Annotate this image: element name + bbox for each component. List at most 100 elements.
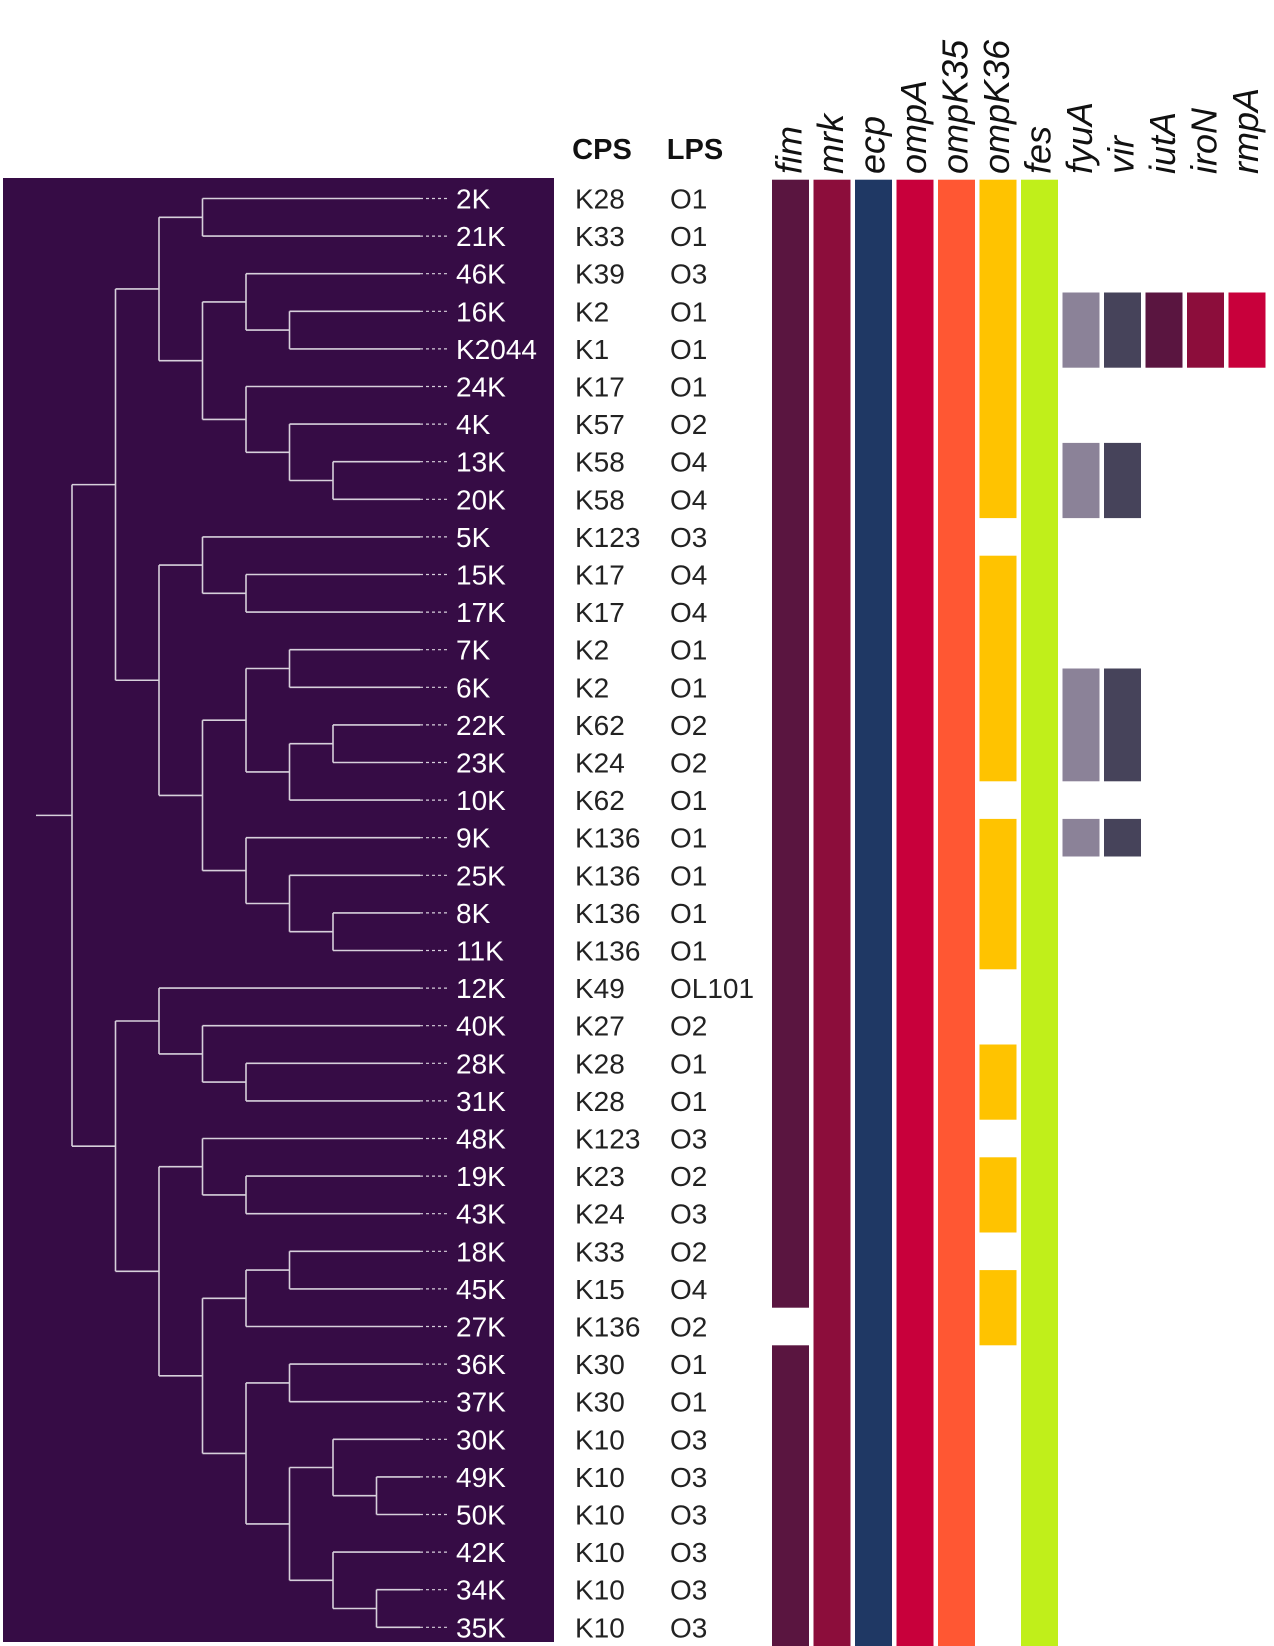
cps-value: K17 — [575, 372, 625, 403]
isolate-label: 30K — [456, 1424, 506, 1455]
isolate-label: 34K — [456, 1575, 506, 1606]
gene-header: rmpA — [1225, 88, 1266, 174]
cps-value: K136 — [575, 1312, 640, 1343]
lps-value: O1 — [670, 1349, 707, 1380]
gene-presence-cell — [979, 1270, 1017, 1346]
cps-header: CPS — [572, 134, 632, 166]
isolate-label: 50K — [456, 1500, 506, 1531]
gene-presence-heatmap — [772, 179, 1266, 1646]
isolate-label: 36K — [456, 1349, 506, 1380]
lps-value: O1 — [670, 1086, 707, 1117]
isolate-label: 13K — [456, 447, 506, 478]
isolate-label: 19K — [456, 1161, 506, 1192]
gene-presence-cell — [1104, 818, 1141, 857]
lps-value: O2 — [670, 710, 707, 741]
isolate-label: 8K — [456, 898, 491, 929]
lps-value: O1 — [670, 184, 707, 215]
cps-value: K27 — [575, 1011, 625, 1042]
gene-presence-cell — [979, 1157, 1017, 1233]
gene-header: vir — [1101, 134, 1142, 174]
lps-value: O4 — [670, 597, 707, 628]
cps-value: K33 — [575, 1236, 625, 1267]
cps-value: K1 — [575, 334, 609, 365]
isolate-label: 49K — [456, 1462, 506, 1493]
isolate-label: 35K — [456, 1612, 506, 1643]
isolate-label: 40K — [456, 1011, 506, 1042]
isolate-label: 12K — [456, 973, 506, 1004]
lps-value: O3 — [670, 1575, 707, 1606]
isolate-label: 42K — [456, 1537, 506, 1568]
lps-value: OL101 — [670, 973, 754, 1004]
isolate-label: 18K — [456, 1236, 506, 1267]
isolate-label: 9K — [456, 823, 491, 854]
gene-header: ompK35 — [935, 39, 976, 174]
cps-column: K28 K33 K39 K2 K1 K17 K57 K58 K58 K123 K17 K17 K2 K2 K… — [575, 184, 640, 1644]
gene-presence-cell — [979, 179, 1017, 519]
lps-value: O4 — [670, 1274, 707, 1305]
cps-value: K58 — [575, 484, 625, 515]
lps-value: O1 — [670, 898, 707, 929]
cps-value: K15 — [575, 1274, 625, 1305]
lps-value: O3 — [670, 1199, 707, 1230]
lps-value: O1 — [670, 1048, 707, 1079]
lps-value: O2 — [670, 1161, 707, 1192]
isolate-label: 6K — [456, 672, 491, 703]
cps-value: K2 — [575, 635, 609, 666]
cps-value: K57 — [575, 409, 625, 440]
gene-header: fyuA — [1059, 102, 1100, 174]
isolate-label: 20K — [456, 484, 506, 515]
cps-value: K17 — [575, 560, 625, 591]
gene-presence-cell — [1062, 442, 1100, 519]
isolate-label: 16K — [456, 296, 506, 327]
lps-value: O3 — [670, 1124, 707, 1155]
cps-value: K136 — [575, 860, 640, 891]
lps-value: O1 — [670, 372, 707, 403]
isolate-label: 46K — [456, 259, 506, 290]
isolate-label: 23K — [456, 748, 506, 779]
gene-presence-cell — [813, 179, 851, 1646]
gene-headers: fim mrk ecp ompA ompK35 ompK36 fes fyuA vir iutA i… — [769, 39, 1267, 174]
lps-value: O2 — [670, 1236, 707, 1267]
lps-value: O2 — [670, 1011, 707, 1042]
isolate-label: 17K — [456, 597, 506, 628]
cps-value: K10 — [575, 1612, 625, 1643]
lps-value: O2 — [670, 748, 707, 779]
cps-value: K10 — [575, 1424, 625, 1455]
lps-value: O4 — [670, 447, 707, 478]
lps-value: O1 — [670, 672, 707, 703]
gene-presence-cell — [896, 179, 934, 1646]
gene-header: fim — [769, 126, 810, 174]
lps-value: O3 — [670, 1462, 707, 1493]
gene-header: fes — [1018, 126, 1059, 174]
cps-value: K136 — [575, 936, 640, 967]
phylogenetic-tree — [36, 197, 450, 1629]
gene-presence-cell — [772, 179, 809, 1308]
lps-value: O4 — [670, 560, 707, 591]
lps-value: O1 — [670, 635, 707, 666]
isolate-label: 7K — [456, 635, 491, 666]
isolate-label: 48K — [456, 1124, 506, 1155]
isolate-label: 25K — [456, 860, 506, 891]
isolate-label: 31K — [456, 1086, 506, 1117]
gene-presence-cell — [979, 818, 1017, 970]
isolate-label: 37K — [456, 1387, 506, 1418]
cps-value: K24 — [575, 748, 625, 779]
cps-value: K30 — [575, 1387, 625, 1418]
lps-value: O1 — [670, 1387, 707, 1418]
cps-value: K2 — [575, 296, 609, 327]
lps-value: O3 — [670, 259, 707, 290]
lps-value: O1 — [670, 823, 707, 854]
cps-value: K136 — [575, 823, 640, 854]
gene-presence-cell — [1021, 179, 1058, 1646]
lps-value: O4 — [670, 484, 707, 515]
cps-value: K10 — [575, 1462, 625, 1493]
isolate-label: 45K — [456, 1274, 506, 1305]
gene-presence-cell — [938, 179, 975, 1646]
lps-value: O2 — [670, 409, 707, 440]
isolate-label: 2K — [456, 184, 491, 215]
lps-value: O3 — [670, 1537, 707, 1568]
isolate-label: 10K — [456, 785, 506, 816]
cps-value: K62 — [575, 710, 625, 741]
lps-header: LPS — [667, 134, 723, 166]
